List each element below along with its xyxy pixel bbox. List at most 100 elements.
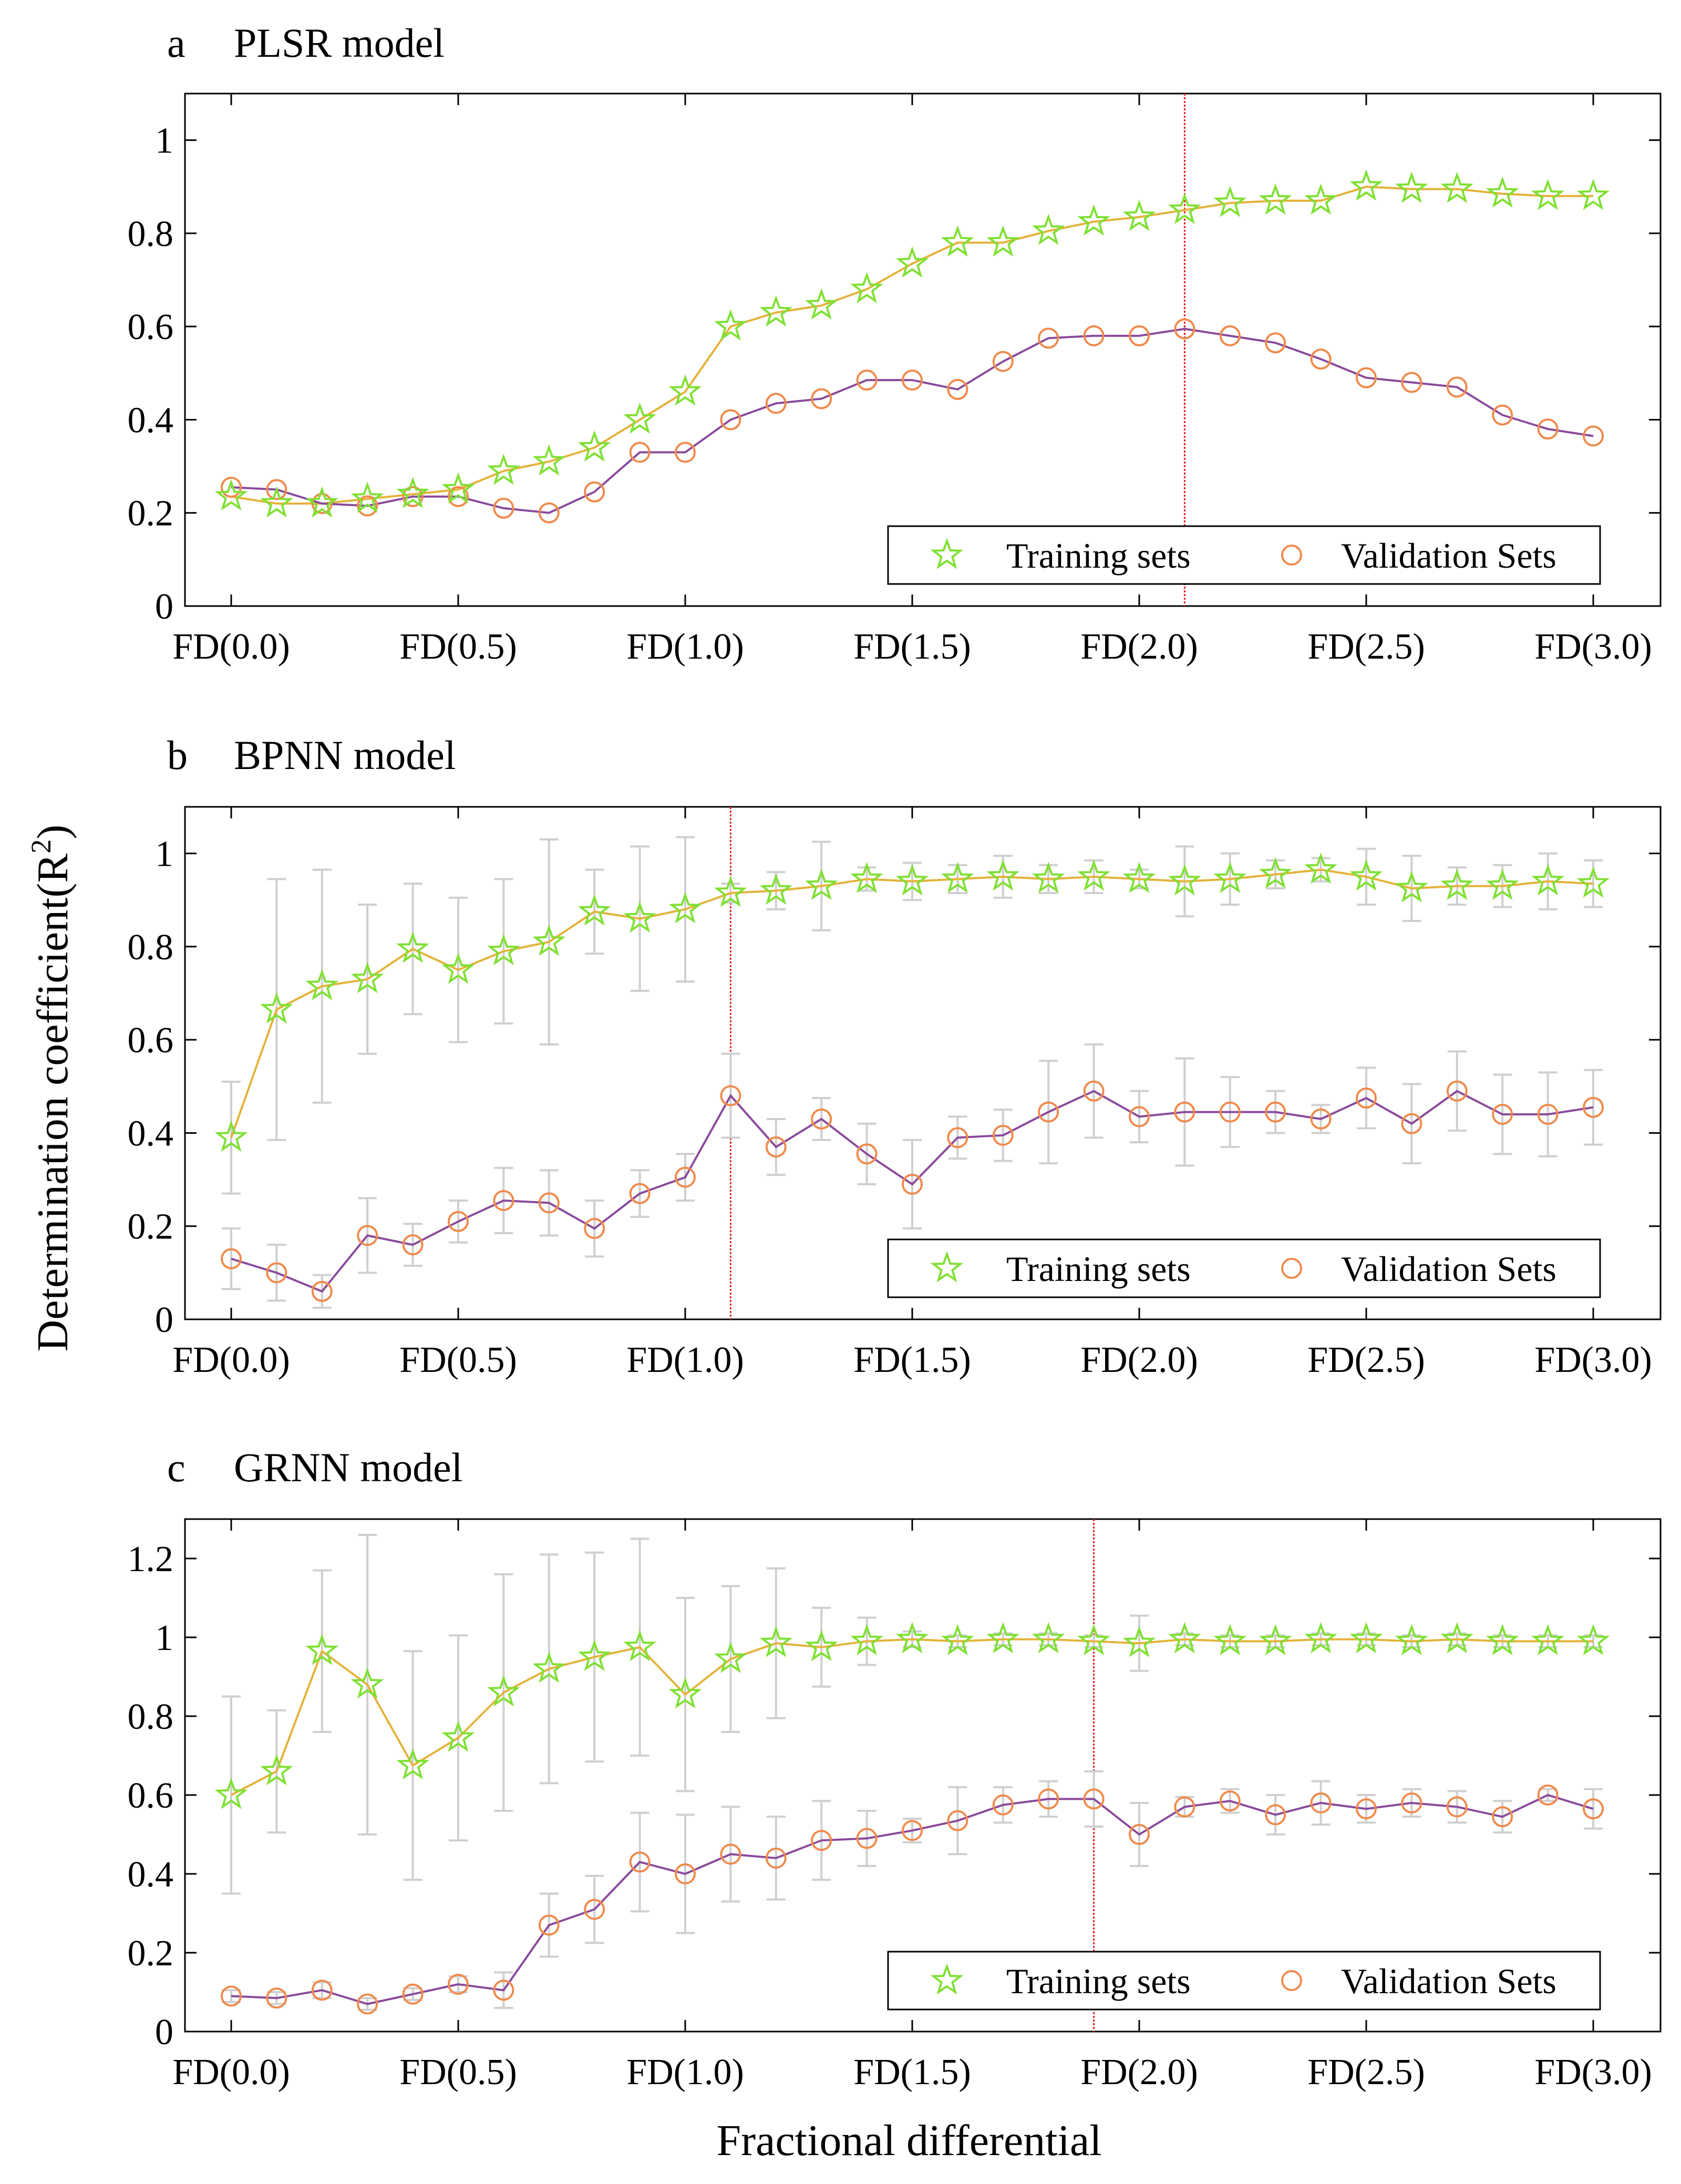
validation-point	[1356, 367, 1377, 388]
validation-point	[992, 351, 1014, 372]
x-tick-label: FD(0.0)	[172, 2052, 290, 2093]
training-point	[350, 481, 384, 513]
x-tick-label: FD(0.5)	[399, 1340, 517, 1380]
x-tick-label: FD(1.0)	[626, 2052, 744, 2093]
validation-point	[1537, 418, 1559, 440]
validation-point	[902, 1173, 923, 1195]
training-point	[1576, 866, 1610, 898]
validation-point	[1401, 1113, 1422, 1134]
validation-point	[584, 1899, 605, 1920]
y-tick-label: 0	[155, 2012, 173, 2053]
training-point	[1395, 1624, 1428, 1656]
validation-point	[1492, 1104, 1513, 1125]
x-tick-label: FD(2.0)	[1080, 627, 1198, 667]
validation-point	[221, 1248, 242, 1269]
training-point	[532, 1652, 566, 1683]
validation-point	[402, 1983, 424, 2005]
validation-point	[266, 1262, 287, 1284]
x-tick-label: FD(2.5)	[1307, 627, 1425, 667]
y-tick-label: 0.2	[128, 1933, 174, 1974]
validation-point	[1401, 1792, 1422, 1813]
training-point	[941, 1624, 974, 1656]
training-point	[850, 272, 883, 303]
validation-point	[448, 1974, 469, 1995]
y-tick-label: 1	[155, 121, 173, 161]
legend-training-label: Training sets	[1006, 1961, 1191, 2001]
training-point	[1349, 1622, 1383, 1654]
validation-point	[1174, 1796, 1195, 1818]
training-point	[260, 486, 293, 518]
validation-point	[1038, 327, 1059, 349]
validation-point	[947, 1127, 968, 1149]
training-point	[986, 859, 1020, 891]
validation-series-line	[231, 1793, 1594, 2005]
training-point	[759, 295, 793, 327]
training-point	[1576, 179, 1610, 210]
panel-a-plsr: a PLSR model 0 0.2 0.4 0.6 0.8 1 FD(0.0) FD(0.5) F…	[128, 20, 1662, 667]
panel-title: BPNN model	[234, 732, 456, 778]
training-point	[1531, 864, 1564, 896]
training-point	[577, 894, 611, 926]
legend-validation-marker	[1281, 1258, 1302, 1279]
x-tick-label: FD(2.5)	[1307, 2052, 1425, 2093]
panel-letter: a	[167, 20, 185, 66]
validation-point	[311, 1980, 333, 2001]
training-point	[1304, 852, 1337, 884]
legend-validation-label: Validation Sets	[1341, 536, 1556, 576]
validation-point	[1219, 325, 1241, 346]
validation-point	[1310, 348, 1332, 370]
validation-point	[765, 1136, 787, 1158]
training-point	[1576, 1624, 1610, 1656]
training-point	[487, 1675, 520, 1707]
validation-point	[675, 1863, 696, 1884]
x-tick-label: FD(3.0)	[1534, 2052, 1652, 2093]
training-point	[1122, 862, 1156, 893]
training-point	[305, 486, 339, 518]
validation-point	[1129, 1106, 1150, 1127]
legend-validation-marker	[1281, 545, 1302, 566]
legend-training-label: Training sets	[1006, 1249, 1191, 1289]
validation-point	[1583, 1798, 1604, 1820]
validation-point	[1219, 1101, 1241, 1123]
x-tick-label: FD(2.0)	[1080, 2052, 1198, 2093]
training-point	[1259, 183, 1292, 215]
y-tick-label: 0.6	[128, 1020, 174, 1061]
y-tick-label: 1.2	[128, 1539, 174, 1580]
training-point	[441, 952, 475, 984]
validation-point	[947, 1810, 968, 1831]
training-point	[714, 309, 747, 341]
validation-point	[1356, 1798, 1377, 1820]
training-point	[577, 1639, 611, 1672]
validation-point	[720, 1843, 741, 1865]
validation-point	[357, 1993, 378, 2015]
validation-point	[720, 1085, 741, 1106]
shared-y-axis-title-end: )	[28, 825, 77, 839]
y-tick-label: 0.4	[128, 1113, 174, 1154]
y-tick-label: 0.6	[128, 307, 174, 347]
x-tick-label: FD(1.5)	[853, 1340, 971, 1380]
training-point	[1349, 169, 1383, 201]
training-point	[1213, 1624, 1247, 1656]
validation-point	[493, 497, 514, 519]
training-point	[895, 1622, 929, 1654]
training-point	[623, 1629, 656, 1662]
validation-point	[1492, 1806, 1513, 1828]
x-tick-label: FD(1.5)	[853, 627, 971, 667]
legend: Training sets Validation Sets	[887, 1951, 1601, 2011]
training-point	[214, 479, 248, 511]
validation-point	[584, 481, 605, 503]
training-point	[487, 454, 520, 485]
validation-point	[765, 393, 787, 414]
validation-point	[1401, 372, 1422, 393]
training-point	[1486, 868, 1519, 900]
validation-point	[811, 1830, 832, 1851]
training-point	[986, 225, 1020, 257]
training-point	[850, 1624, 883, 1656]
panel-c-grnn: c GRNN model 0 0.2 0.4 0.6 0.8 1 1.2 FD(0.0) FD(0.…	[128, 1444, 1662, 2093]
x-tick-label: FD(3.0)	[1534, 1340, 1652, 1380]
training-point	[1168, 1622, 1201, 1654]
y-tick-label: 0.8	[128, 1697, 174, 1737]
training-point	[1122, 199, 1156, 231]
x-tick-label: FD(1.0)	[626, 1340, 744, 1380]
